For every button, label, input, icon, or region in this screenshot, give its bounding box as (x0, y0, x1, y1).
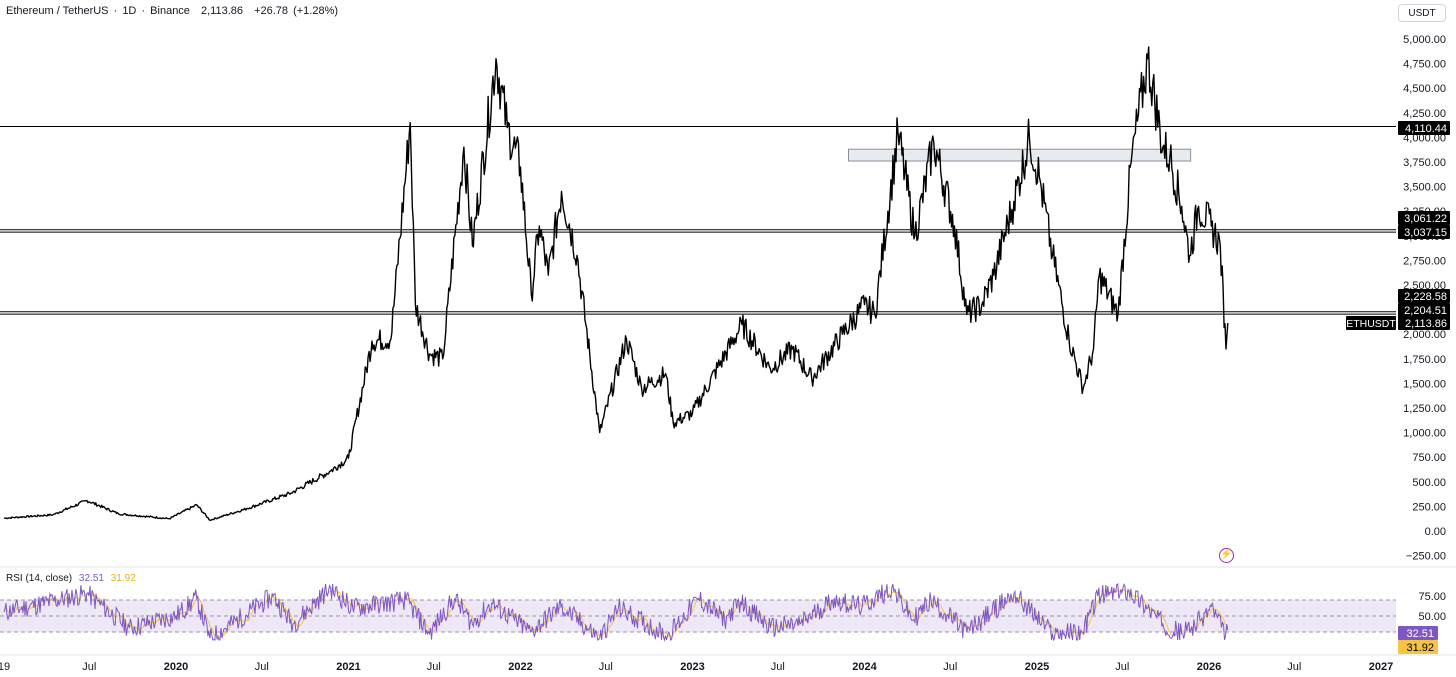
price-axis-label: 3,061.22 (1398, 211, 1450, 225)
time-axis-tick: 2020 (164, 661, 188, 673)
time-axis-tick: 2027 (1369, 661, 1393, 673)
symbol-tag-text: ETHUSDT (1346, 318, 1396, 330)
time-axis-tick: Jul (771, 661, 785, 673)
price-axis-tick: 0.00 (1425, 526, 1446, 538)
chart-header: Ethereum / TetherUS · 1D · Binance 2,113… (6, 5, 340, 17)
price-label-text: 2,113.86 (1405, 318, 1447, 330)
time-axis-tick: 2022 (508, 661, 532, 673)
rsi-label-text: 31.92 (1406, 642, 1434, 654)
rsi-ma-value: 31.92 (110, 573, 136, 584)
price-label-bg (1398, 316, 1450, 330)
price-label-text: 2,228.58 (1404, 291, 1447, 303)
price-label-bg (1398, 121, 1450, 135)
time-axis-tick: Jul (599, 661, 613, 673)
interval-label[interactable]: 1D (122, 5, 137, 17)
rsi-axis-label: 31.92 (1398, 640, 1438, 654)
time-axis-tick: 2024 (852, 661, 877, 673)
rsi-value: 32.51 (78, 573, 104, 584)
rsi-axis-label: 32.51 (1398, 626, 1438, 640)
rsi-legend: RSI (14, close) 32.51 31.92 (6, 573, 136, 584)
price-label-bg (1398, 289, 1450, 303)
rsi-ma-line (3, 589, 1229, 639)
time-axis-tick: 2026 (1197, 661, 1221, 673)
price-axis-tick: 4,500.00 (1403, 83, 1446, 95)
price-axis-label: 4,110.44 (1398, 121, 1450, 135)
time-axis-tick: Jul (1287, 661, 1301, 673)
price-axis-tick: 4,000.00 (1403, 132, 1446, 144)
price-axis-tick: 2,750.00 (1403, 255, 1446, 267)
rsi-label-bg (1398, 640, 1438, 654)
lightning-bolt-icon[interactable]: ⚡ (1219, 548, 1234, 563)
exchange-label: Binance (150, 5, 190, 17)
rsi-title[interactable]: RSI (14, close) (6, 573, 73, 584)
price-axis-label: 2,228.58 (1398, 289, 1450, 303)
resistance-zone[interactable] (848, 148, 1192, 162)
last-price: 2,113.86 (201, 5, 244, 17)
symbol-tag-bg (1346, 316, 1396, 330)
price-axis-tick: 3,500.00 (1403, 182, 1446, 194)
price-axis-tick: 1,500.00 (1403, 378, 1446, 390)
price-axis-tick: 2,000.00 (1403, 329, 1446, 341)
price-axis-tick: 250.00 (1412, 501, 1446, 513)
time-axis-tick: 2025 (1025, 661, 1049, 673)
price-axis-tick: −250.00 (1406, 551, 1446, 563)
price-label-text: 3,061.22 (1404, 213, 1447, 225)
price-label-text: 4,110.44 (1405, 123, 1447, 135)
price-label-bg (1398, 225, 1450, 239)
price-axis-tick: 5,000.00 (1403, 34, 1446, 46)
rsi-label-text: 32.51 (1406, 628, 1434, 640)
time-axis-tick: Jul (427, 661, 441, 673)
price-axis-label: 2,113.86 (1398, 316, 1450, 330)
header-separator: · (141, 5, 146, 17)
rsi-axis-tick: 75.00 (1418, 591, 1446, 603)
price-label-bg (1398, 211, 1450, 225)
time-axis-tick: 2021 (336, 661, 360, 673)
price-axis-tick: 1,750.00 (1403, 354, 1446, 366)
price-axis-label: 2,204.51 (1398, 303, 1450, 317)
time-axis-tick: Jul (255, 661, 269, 673)
price-axis-tick: 4,250.00 (1403, 108, 1446, 120)
price-axis-tick: 1,000.00 (1403, 428, 1446, 440)
rsi-axis-tick: 50.00 (1418, 611, 1446, 623)
price-change: +26.78 (254, 5, 289, 17)
time-axis-tick: 2023 (680, 661, 704, 673)
rsi-line[interactable] (3, 583, 1229, 642)
time-axis-tick: Jul (1115, 661, 1129, 673)
price-label-text: 3,037.15 (1404, 227, 1447, 239)
price-label-bg (1398, 303, 1450, 317)
header-separator: · (113, 5, 118, 17)
symbol-name[interactable]: Ethereum / TetherUS (6, 5, 109, 17)
time-axis-tick: 19 (0, 661, 10, 673)
price-axis-tick: 500.00 (1412, 477, 1446, 489)
price-axis-tick: 4,750.00 (1403, 59, 1446, 71)
price-axis-label: 3,037.15 (1398, 225, 1450, 239)
price-change-pct: (+1.28%) (293, 5, 339, 17)
price-line[interactable] (4, 46, 1229, 521)
time-axis-tick: Jul (943, 661, 957, 673)
rsi-label-bg (1398, 626, 1438, 640)
time-axis-tick: Jul (82, 661, 96, 673)
price-axis-tick: 750.00 (1412, 452, 1446, 464)
price-axis-tick: 3,750.00 (1403, 157, 1446, 169)
price-label-text: 2,204.51 (1404, 305, 1447, 317)
price-axis-tick: 1,250.00 (1403, 403, 1446, 415)
symbol-tag: ETHUSDT (1346, 316, 1396, 330)
currency-button[interactable]: USDT (1398, 4, 1446, 22)
